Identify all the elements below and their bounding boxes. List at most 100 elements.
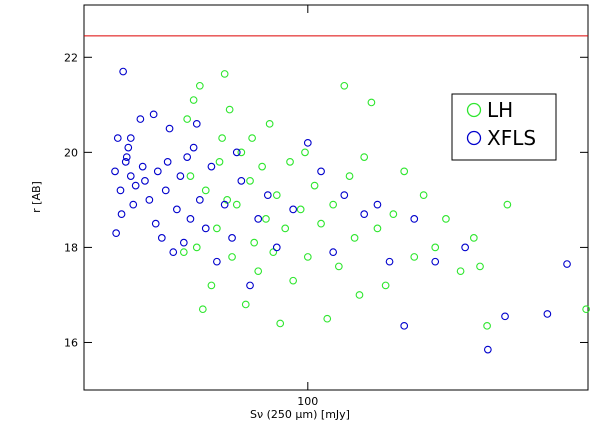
point (122, 153, 131, 161)
point (250, 238, 259, 247)
point (141, 177, 149, 185)
point (112, 229, 120, 237)
point (289, 205, 298, 214)
point (151, 219, 160, 228)
point (355, 291, 364, 299)
point (220, 70, 229, 78)
point (263, 191, 272, 199)
point (192, 243, 201, 252)
point (149, 110, 158, 119)
point (340, 191, 349, 199)
point (360, 153, 369, 161)
point (272, 243, 281, 252)
point (186, 215, 195, 223)
point (360, 210, 369, 218)
point (248, 134, 256, 142)
point (195, 81, 204, 90)
point (119, 67, 127, 76)
point (289, 276, 298, 285)
point (121, 158, 130, 166)
point (246, 281, 254, 290)
point (124, 143, 133, 152)
point (410, 215, 419, 223)
point (301, 148, 309, 157)
point (373, 224, 382, 233)
point (241, 300, 250, 309)
point (189, 143, 198, 152)
point (310, 181, 319, 190)
legend-label: LH (487, 98, 513, 122)
point (179, 238, 188, 247)
point (272, 191, 281, 199)
point (254, 215, 263, 223)
point (126, 172, 135, 180)
point (183, 115, 192, 123)
x-axis-label: Sν (250 μm) [mJy] (250, 408, 350, 421)
point (373, 200, 382, 209)
point (201, 186, 210, 195)
y-tick-label: 18 (64, 241, 78, 254)
point (225, 105, 234, 114)
point (582, 305, 590, 314)
point (201, 224, 210, 233)
point (189, 96, 198, 104)
point (265, 119, 274, 128)
point (286, 158, 294, 166)
point (116, 186, 125, 195)
point (136, 115, 145, 123)
point (269, 248, 278, 257)
point (169, 248, 178, 257)
point (220, 200, 229, 209)
plot-frame (83, 4, 589, 391)
point (345, 172, 354, 180)
point (431, 257, 440, 266)
point (207, 281, 216, 290)
point (303, 138, 312, 147)
point (165, 124, 174, 133)
point (195, 196, 204, 204)
legend-marker (466, 102, 482, 118)
point (317, 219, 325, 228)
point (157, 234, 166, 242)
y-tick-label: 16 (64, 336, 78, 349)
point (183, 153, 192, 161)
point (126, 134, 135, 142)
y-tick-label: 22 (64, 51, 78, 64)
point (246, 177, 254, 185)
point (469, 234, 478, 242)
point (258, 162, 266, 171)
point (237, 177, 246, 185)
point (173, 205, 181, 214)
point (281, 224, 290, 233)
point (381, 281, 390, 290)
point (276, 319, 285, 328)
point (367, 98, 376, 107)
point (410, 253, 419, 261)
point (503, 200, 512, 209)
point (400, 321, 409, 330)
point (350, 234, 359, 242)
y-axis-label: r [AB] (30, 181, 43, 213)
point (138, 162, 147, 171)
point (113, 134, 122, 142)
point (431, 243, 440, 252)
point (442, 215, 450, 223)
point (232, 148, 241, 157)
x-tick-label: 100 (297, 395, 318, 408)
point (213, 224, 221, 233)
point (232, 200, 241, 209)
point (228, 253, 236, 261)
legend-marker (466, 130, 482, 146)
point (329, 248, 338, 257)
point (340, 81, 349, 90)
point (218, 134, 226, 142)
point (163, 158, 172, 166)
point (153, 167, 162, 176)
point (186, 172, 195, 180)
point (262, 215, 270, 223)
point (461, 243, 469, 252)
point (176, 172, 185, 180)
point (334, 262, 343, 271)
legend-label: XFLS (487, 126, 536, 150)
